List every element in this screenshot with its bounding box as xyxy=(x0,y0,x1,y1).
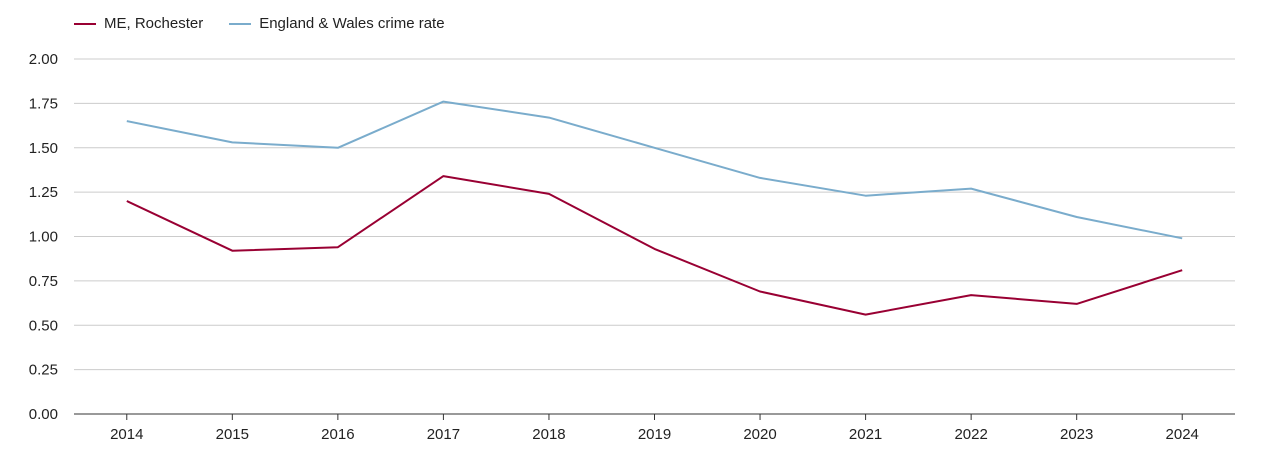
y-tick-label: 2.00 xyxy=(29,51,58,68)
x-tick-label: 2018 xyxy=(532,426,565,443)
y-tick-label: 0.75 xyxy=(29,273,58,290)
x-tick-label: 2021 xyxy=(849,426,882,443)
x-tick-label: 2017 xyxy=(427,426,460,443)
legend: ME, Rochester England & Wales crime rate xyxy=(74,15,445,32)
y-tick-label: 0.50 xyxy=(29,317,58,334)
x-tick-label: 2020 xyxy=(743,426,776,443)
x-tick-label: 2015 xyxy=(216,426,249,443)
y-tick-label: 1.25 xyxy=(29,184,58,201)
x-tick-label: 2016 xyxy=(321,426,354,443)
y-tick-label: 1.50 xyxy=(29,140,58,157)
y-tick-label: 1.00 xyxy=(29,229,58,246)
y-tick-label: 0.00 xyxy=(29,406,58,423)
legend-swatch-rochester xyxy=(74,22,96,25)
x-tick-label: 2019 xyxy=(638,426,671,443)
legend-label-rochester: ME, Rochester xyxy=(104,15,204,32)
series-line-england-wales xyxy=(126,100,1183,240)
legend-swatch-england-wales xyxy=(229,22,252,25)
legend-item-rochester: ME, Rochester xyxy=(74,15,203,32)
x-tick-label: 2023 xyxy=(1060,426,1093,443)
legend-label-england-wales: England & Wales crime rate xyxy=(259,15,445,32)
x-tick-label: 2014 xyxy=(110,426,143,443)
x-tick-label: 2022 xyxy=(954,426,987,443)
x-tick-label: 2024 xyxy=(1166,426,1199,443)
legend-item-england-wales: England & Wales crime rate xyxy=(229,15,445,32)
y-tick-label: 0.25 xyxy=(29,362,58,379)
y-tick-label: 1.75 xyxy=(29,95,58,112)
series-line-rochester xyxy=(126,175,1183,316)
